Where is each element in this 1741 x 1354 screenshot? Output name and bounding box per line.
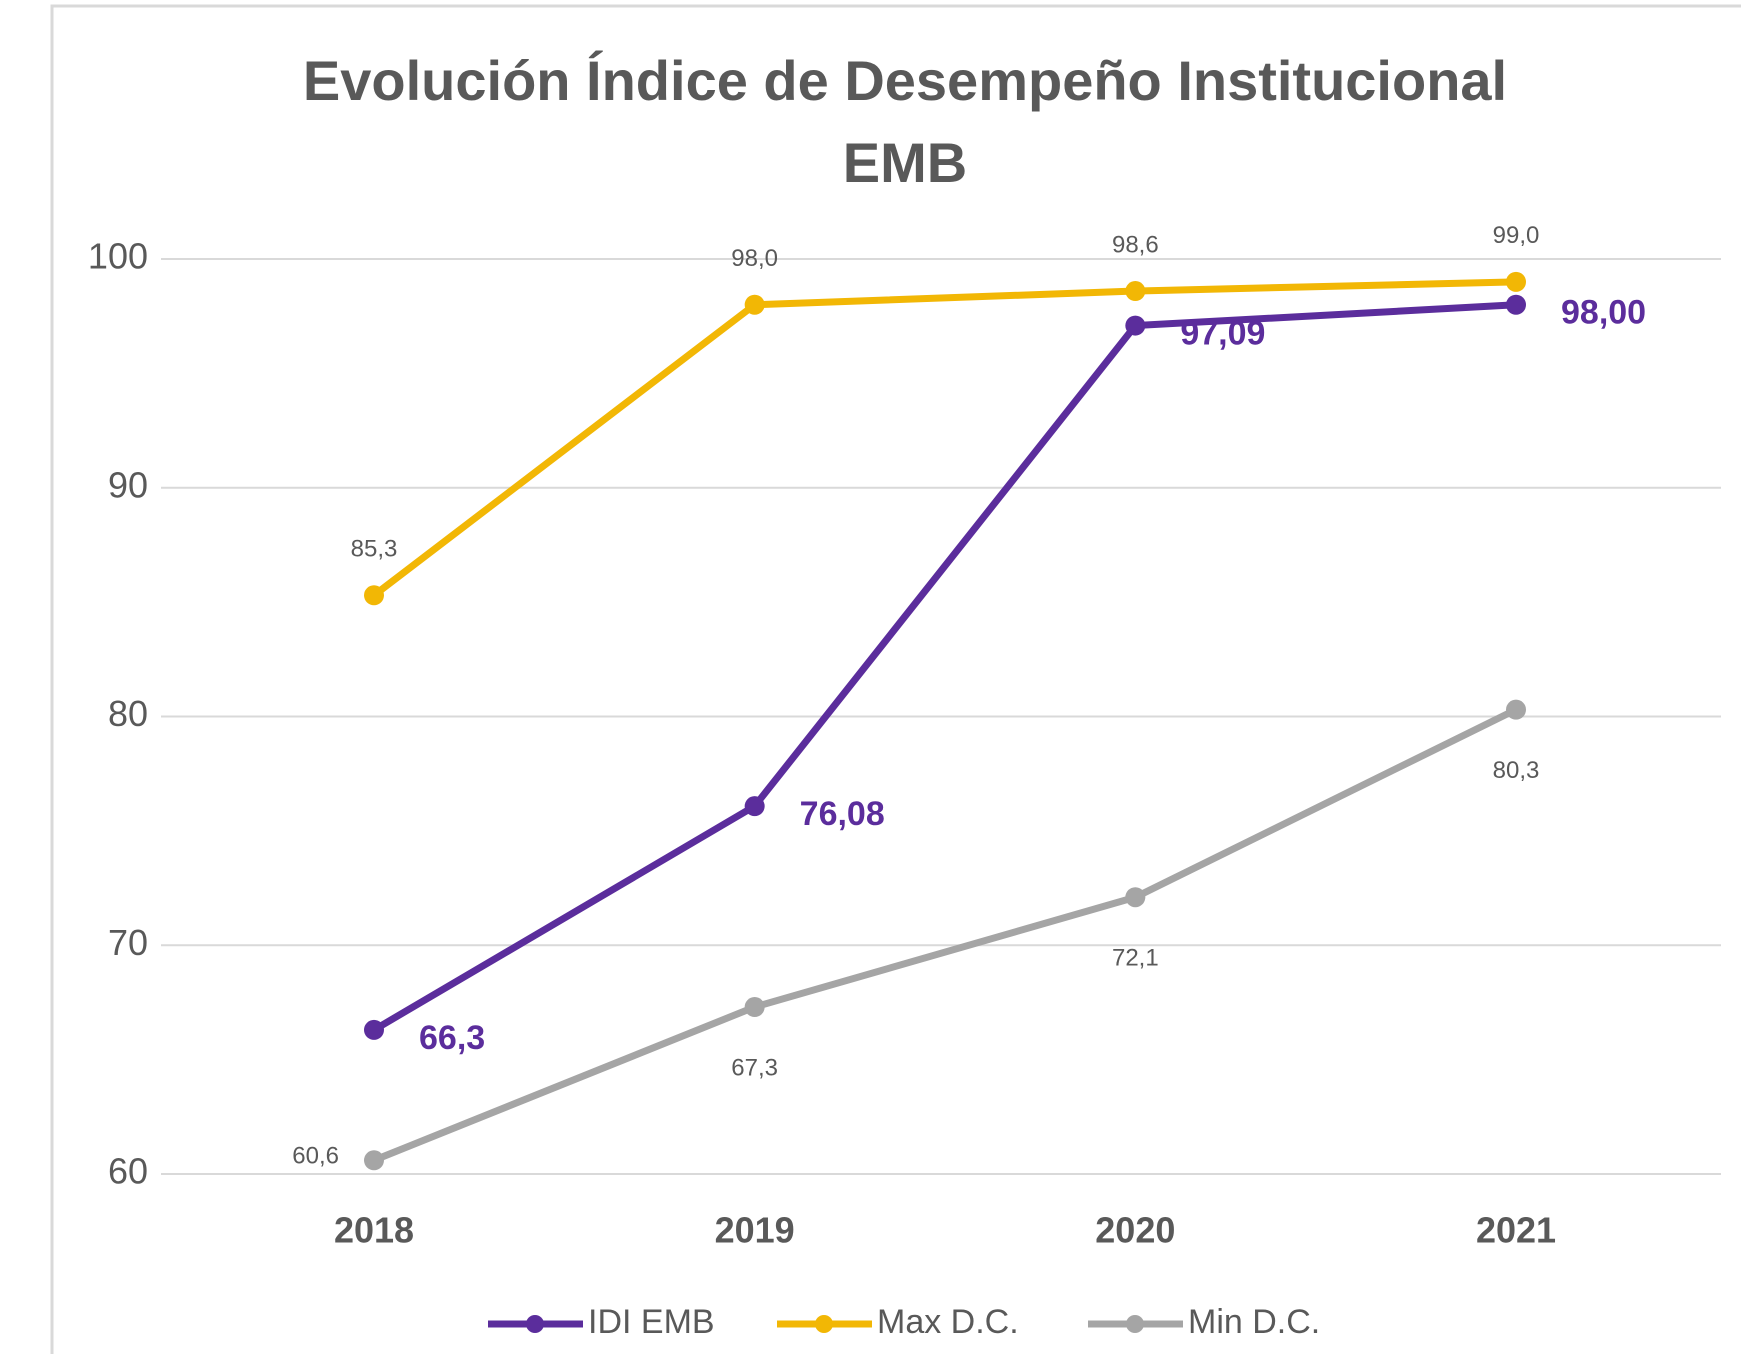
y-tick-label: 100	[88, 236, 148, 277]
x-tick-label: 2019	[715, 1210, 795, 1251]
series-line	[372, 301, 1517, 1033]
chart-title: Evolución Índice de Desempeño Institucio…	[302, 49, 1508, 194]
series-line	[372, 706, 1518, 1164]
data-point	[1125, 887, 1146, 908]
legend-label: Max D.C.	[877, 1303, 1019, 1341]
data-label: 98,0	[731, 245, 778, 272]
data-point	[744, 796, 765, 817]
legend-marker	[526, 1315, 544, 1333]
data-label: 99,0	[1493, 222, 1540, 249]
data-point	[744, 997, 765, 1018]
legend-marker	[815, 1315, 833, 1333]
data-point	[1125, 315, 1146, 336]
data-label: 76,08	[800, 795, 885, 833]
data-label: 85,3	[351, 536, 398, 563]
series-line	[371, 278, 1517, 599]
data-point	[1506, 271, 1526, 292]
data-point	[744, 294, 765, 315]
legend-label: IDI EMB	[588, 1303, 715, 1341]
data-point	[1506, 294, 1526, 315]
legend-label: Min D.C.	[1188, 1303, 1320, 1341]
data-point	[1125, 281, 1146, 302]
data-label: 66,3	[419, 1019, 485, 1057]
y-tick-label: 70	[108, 922, 148, 963]
data-point	[1506, 699, 1526, 720]
data-point	[364, 585, 384, 606]
data-label: 98,00	[1561, 294, 1646, 332]
chart-frame	[50, 4, 1741, 1354]
data-label: 60,6	[292, 1143, 339, 1170]
x-tick-label: 2021	[1476, 1210, 1556, 1251]
data-label: 98,6	[1112, 231, 1159, 258]
legend-marker	[1126, 1315, 1144, 1333]
x-tick-label: 2020	[1095, 1210, 1175, 1251]
data-label: 72,1	[1112, 945, 1159, 972]
data-label: 97,09	[1180, 315, 1265, 353]
data-label: 80,3	[1493, 757, 1540, 784]
x-tick-label: 2018	[334, 1210, 414, 1251]
data-point	[364, 1150, 384, 1171]
y-tick-label: 90	[108, 464, 148, 505]
data-label: 67,3	[731, 1054, 778, 1081]
y-tick-label: 60	[108, 1151, 148, 1192]
y-tick-label: 80	[108, 693, 148, 734]
data-point	[364, 1019, 384, 1040]
